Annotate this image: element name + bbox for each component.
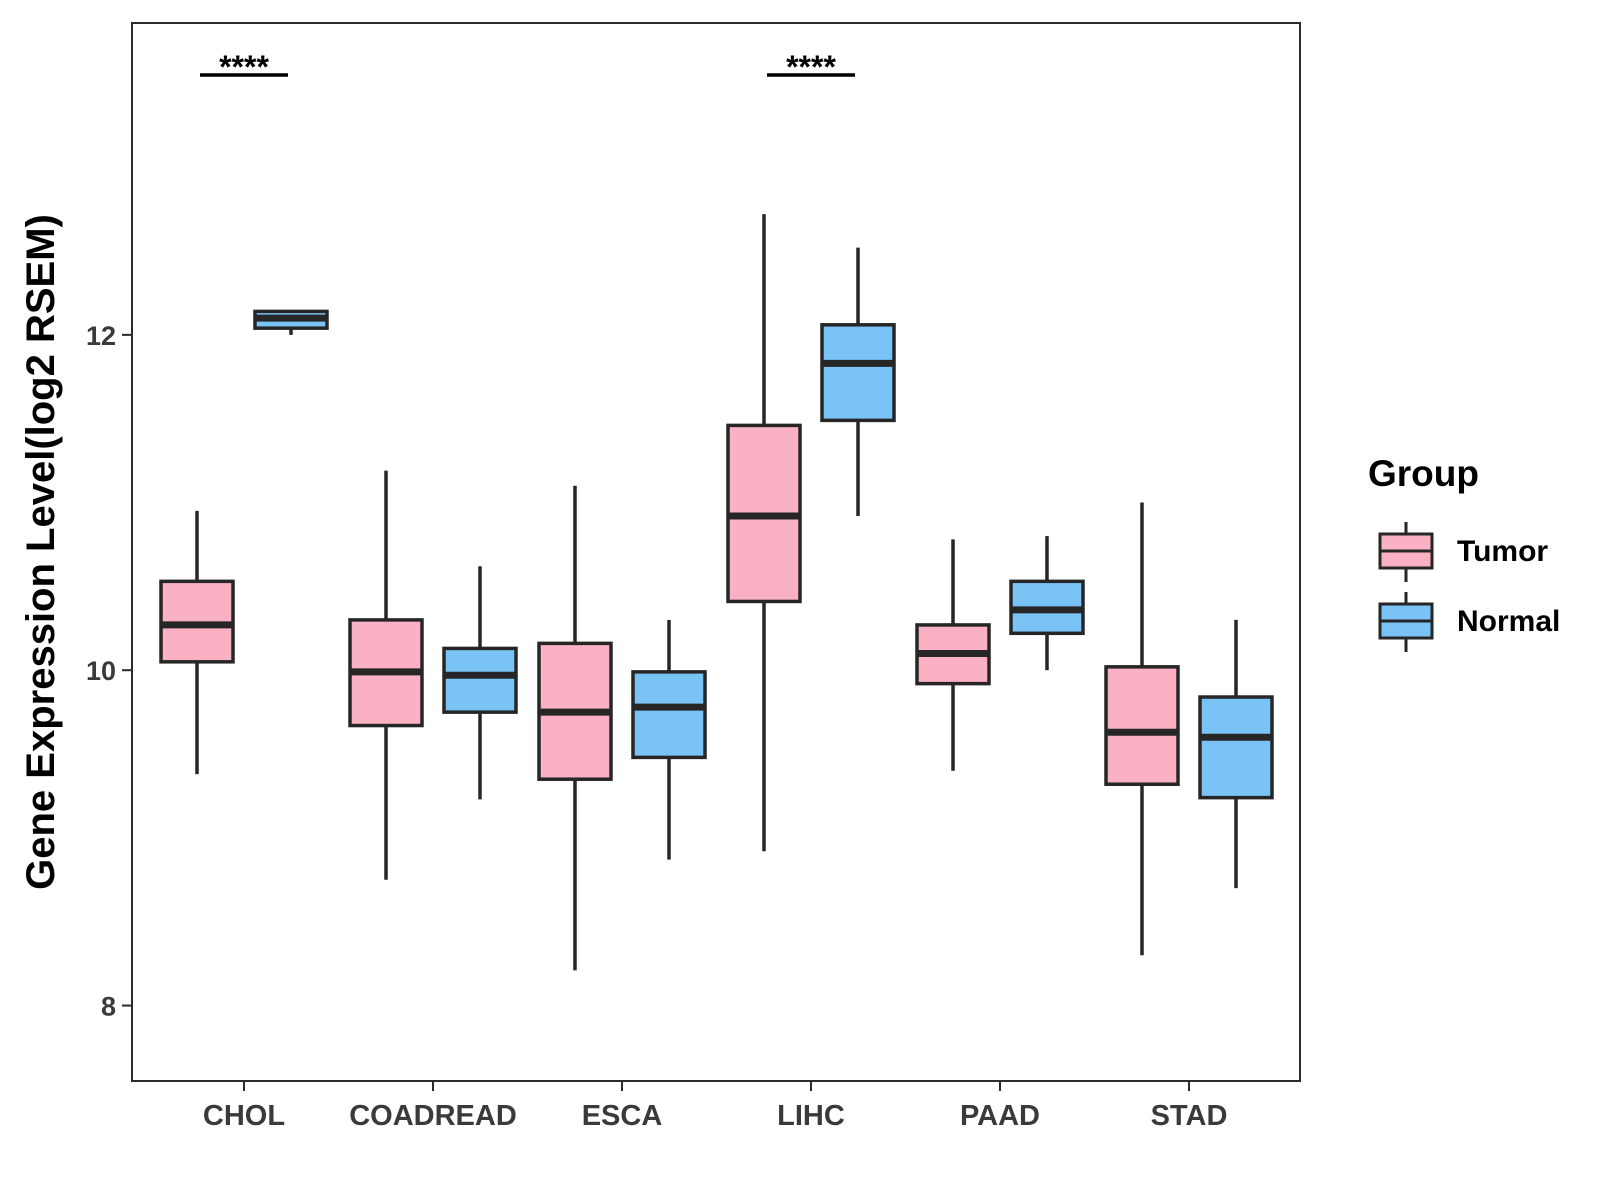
box-body: [631, 670, 707, 760]
legend-label-tumor: Tumor: [1457, 535, 1548, 568]
legend-item-tumor: Tumor: [1378, 522, 1548, 582]
x-tick-label-chol: CHOL: [203, 1100, 285, 1132]
chart-marks: [159, 214, 1274, 971]
significance-lihc: ****: [767, 49, 855, 85]
significance-label: ****: [786, 49, 836, 85]
box-tumor-esca: [537, 485, 613, 971]
box-normal-coadread: [442, 566, 518, 800]
box-normal-chol: [253, 309, 329, 335]
y-tick-label-8: 8: [101, 992, 116, 1022]
y-axis: 8 10 12: [86, 321, 132, 1022]
x-tick-label-lihc: LIHC: [777, 1100, 845, 1132]
legend-key-normal: [1378, 592, 1434, 652]
y-axis-title: Gene Expression Level(log2 RSEM): [19, 214, 63, 890]
box-tumor-coadread: [348, 470, 424, 880]
y-tick-label-10: 10: [86, 656, 116, 686]
y-tick-label-12: 12: [86, 321, 116, 351]
box-body: [1104, 665, 1180, 786]
significance-label: ****: [219, 49, 269, 85]
x-tick-label-esca: ESCA: [582, 1100, 663, 1132]
box-tumor-stad: [1104, 502, 1180, 956]
box-normal-stad: [1198, 619, 1274, 889]
box-tumor-lihc: [726, 214, 802, 852]
x-tick-label-stad: STAD: [1151, 1100, 1228, 1132]
legend-title: Group: [1368, 453, 1479, 494]
x-tick-label-coadread: COADREAD: [349, 1100, 517, 1132]
box-body: [442, 646, 518, 714]
legend-key-tumor: [1378, 522, 1434, 582]
box-normal-paad: [1009, 536, 1085, 671]
box-normal-lihc: [820, 247, 896, 516]
legend: Group Tumor Normal: [1368, 453, 1560, 652]
box-body: [820, 323, 896, 423]
box-normal-esca: [631, 619, 707, 860]
legend-label-normal: Normal: [1457, 605, 1560, 638]
box-tumor-chol: [159, 510, 235, 775]
legend-item-normal: Normal: [1378, 592, 1560, 652]
box-tumor-paad: [915, 539, 991, 771]
plot-panel: [131, 22, 1301, 1082]
significance-annotations: **** ****: [200, 49, 855, 85]
x-axis: CHOL COADREAD ESCA LIHC PAAD STAD: [203, 1081, 1227, 1132]
x-tick-label-paad: PAAD: [960, 1100, 1040, 1132]
box-body: [1198, 695, 1274, 800]
significance-chol: ****: [200, 49, 288, 85]
